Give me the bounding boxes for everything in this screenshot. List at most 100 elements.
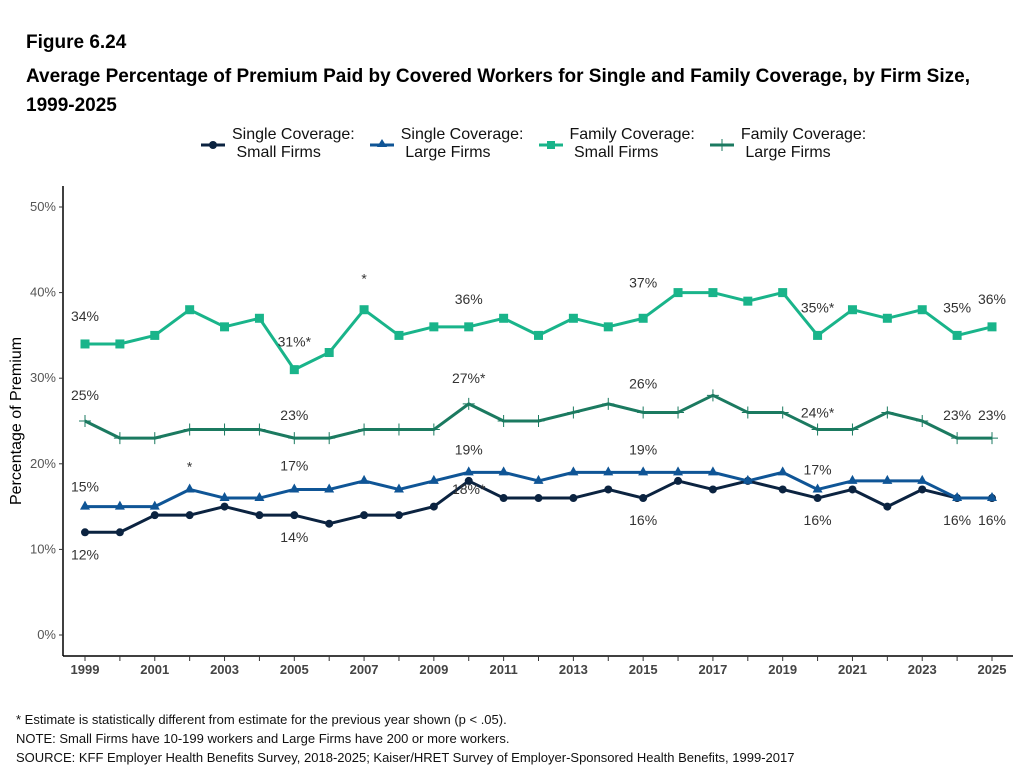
data-label: 12% (71, 546, 99, 562)
data-label: * (361, 271, 367, 287)
data-point-triangle (638, 466, 649, 476)
data-point-plus (846, 423, 859, 436)
data-point-triangle (742, 474, 753, 484)
data-point-circle (708, 485, 717, 494)
data-point-circle (150, 511, 159, 520)
data-point-plus (497, 415, 510, 427)
data-label: 18%* (452, 481, 486, 497)
data-point-square (115, 339, 125, 349)
data-point-triangle (149, 500, 160, 510)
data-point-triangle (463, 466, 474, 476)
data-point-triangle (603, 466, 614, 476)
data-point-triangle (987, 492, 997, 502)
data-point-plus (986, 432, 998, 445)
data-point-square (673, 288, 683, 298)
data-point-circle (360, 511, 369, 520)
data-point-plus (358, 423, 371, 436)
data-label: 16% (943, 512, 971, 528)
data-label: 16% (978, 512, 1006, 528)
footnote-note: NOTE: Small Firms have 10-199 workers an… (16, 731, 510, 746)
chart-footer: * Estimate is statistically different fr… (16, 710, 794, 767)
data-label: 14% (280, 529, 308, 545)
data-point-square (185, 305, 195, 315)
data-point-plus (288, 432, 301, 445)
legend-item-family-large: Family Coverage: Large Firms (709, 126, 866, 162)
data-point-plus (916, 415, 929, 427)
data-point-square (708, 288, 718, 298)
chart-data-labels: 12% 14% 18%* 16% 16% 16% 16% 15% * 17% 19% 19% 17% 34… (71, 271, 1006, 563)
data-label: 36% (978, 291, 1006, 307)
data-point-square (917, 305, 927, 315)
x-tick-label: 2005 (280, 662, 309, 677)
data-point-plus (392, 423, 405, 436)
data-point-square (464, 322, 474, 332)
data-label: 16% (629, 512, 657, 528)
data-point-square (987, 322, 997, 332)
data-point-circle (813, 494, 822, 503)
data-point-circle (674, 476, 683, 485)
data-point-triangle (393, 483, 404, 493)
data-point-square (394, 330, 404, 340)
data-point-triangle (359, 474, 370, 484)
data-point-triangle (882, 474, 893, 484)
data-point-triangle (533, 474, 544, 484)
data-label: 31%* (278, 334, 312, 350)
data-point-square (289, 365, 299, 375)
figure-number: Figure 6.24 (26, 32, 127, 53)
data-point-triangle (952, 492, 963, 502)
data-point-triangle (707, 466, 718, 476)
data-point-plus (776, 406, 789, 419)
y-tick-label: 30% (30, 370, 56, 385)
x-tick-label: 2001 (140, 662, 169, 677)
data-point-square (847, 305, 857, 315)
data-label: 19% (455, 441, 483, 457)
data-point-triangle (812, 483, 823, 493)
data-point-plus (706, 389, 719, 402)
x-tick-label: 2025 (978, 662, 1007, 677)
data-point-square (150, 330, 160, 340)
data-point-square (743, 296, 753, 306)
x-tick-label: 2021 (838, 662, 867, 677)
data-point-circle (464, 476, 473, 485)
data-point-triangle (80, 500, 90, 510)
data-point-plus (741, 406, 754, 419)
x-tick-label: 2003 (210, 662, 239, 677)
data-point-circle (778, 485, 787, 494)
chart-title: Average Percentage of Premium Paid by Co… (26, 66, 970, 116)
y-tick-label: 0% (37, 627, 56, 642)
data-label: 23% (943, 407, 971, 423)
data-label: 36% (455, 291, 483, 307)
data-point-plus (602, 397, 615, 410)
legend-key-triangle-icon (369, 139, 394, 147)
data-label: 24%* (801, 405, 835, 421)
data-point-circle (569, 494, 578, 503)
data-label: 23% (978, 407, 1006, 423)
line-chart: 0% 10% 20% 30% 40% 50% 1999 2001 2003 2005 2007 200… (8, 186, 1013, 677)
data-point-square (429, 322, 439, 332)
data-point-circle (325, 519, 334, 528)
footnote-source: SOURCE: KFF Employer Health Benefits Sur… (16, 750, 795, 765)
legend-label: Family Coverage: Small Firms (569, 126, 695, 161)
data-point-triangle (568, 466, 579, 476)
data-point-circle (639, 494, 648, 503)
y-tick-label: 40% (30, 285, 56, 300)
data-point-square (882, 313, 892, 323)
x-tick-label: 2013 (559, 662, 588, 677)
data-point-plus (113, 432, 126, 445)
data-point-circle (115, 528, 124, 537)
data-point-circle (534, 494, 543, 503)
data-label: 25% (71, 387, 99, 403)
legend-label: Single Coverage: Large Firms (400, 126, 524, 161)
data-point-circle (255, 511, 264, 520)
x-tick-label: 2023 (908, 662, 937, 677)
data-label: 17% (804, 461, 832, 477)
data-point-plus (218, 423, 231, 436)
data-label: 27%* (452, 370, 486, 386)
data-point-square (638, 313, 648, 323)
legend-key-square-icon (538, 141, 563, 149)
data-point-square (952, 330, 962, 340)
data-label: 19% (629, 441, 657, 457)
data-point-square (254, 313, 264, 323)
data-point-plus (323, 432, 336, 445)
y-tick-label: 50% (30, 199, 56, 214)
